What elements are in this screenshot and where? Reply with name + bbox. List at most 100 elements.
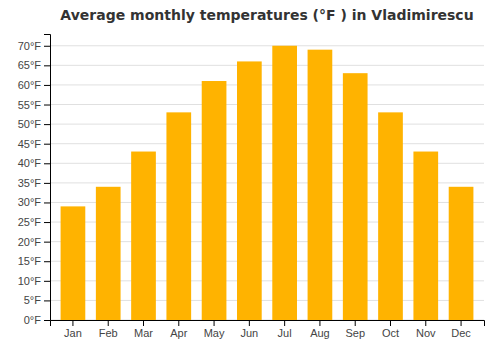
grid-line (50, 143, 484, 144)
tick-label: Apr (170, 327, 187, 339)
x-tick: Nov (416, 320, 436, 339)
y-tick: 0°F (24, 314, 50, 326)
x-tick: Apr (170, 320, 187, 339)
tick-mark (355, 320, 356, 326)
y-tick: 50°F (18, 118, 50, 130)
tick-mark (44, 163, 50, 164)
bar (272, 46, 297, 320)
tick-label: 70°F (18, 40, 42, 52)
bar (166, 112, 191, 320)
x-tick: Sep (345, 320, 365, 339)
tick-mark (44, 144, 50, 145)
tick-mark (214, 320, 215, 326)
tick-mark (178, 320, 179, 326)
tick-label: May (204, 327, 225, 339)
tick-mark (44, 124, 50, 125)
x-tick: May (204, 320, 225, 339)
bar (343, 73, 368, 320)
tick-mark (44, 183, 50, 184)
bar (308, 50, 333, 320)
tick-mark (44, 242, 50, 243)
grid-line (50, 124, 484, 125)
grid-line (50, 45, 484, 46)
tick-mark (44, 46, 50, 47)
tick-mark (44, 320, 50, 321)
tick-label: Sep (345, 327, 365, 339)
tick-mark (108, 320, 109, 326)
bar (413, 152, 438, 320)
x-tick: Dec (451, 320, 471, 339)
tick-label: Dec (451, 327, 471, 339)
y-tick: 20°F (18, 236, 50, 248)
bar (237, 61, 262, 320)
tick-mark (249, 320, 250, 326)
y-tick: 10°F (18, 275, 50, 287)
grid-line (50, 65, 484, 66)
y-tick: 65°F (18, 59, 50, 71)
tick-label: Oct (382, 327, 399, 339)
tick-label: 30°F (18, 196, 42, 208)
tick-label: 0°F (24, 314, 42, 326)
tick-mark (44, 300, 50, 301)
tick-mark (72, 320, 73, 326)
x-tick: Jul (278, 320, 292, 339)
tick-label: 10°F (18, 275, 42, 287)
tick-mark (461, 320, 462, 326)
y-tick: 45°F (18, 138, 50, 150)
y-tick: 35°F (18, 177, 50, 189)
bar (96, 187, 121, 320)
tick-label: Nov (416, 327, 436, 339)
tick-label: Jul (278, 327, 292, 339)
tick-mark (44, 202, 50, 203)
axis-line (44, 35, 51, 321)
x-tick: Jun (240, 320, 258, 339)
y-tick: 30°F (18, 196, 50, 208)
tick-mark (390, 320, 391, 326)
y-axis: 0°F5°F10°F15°F20°F25°F30°F35°F40°F45°F50… (18, 35, 51, 327)
bar (449, 187, 474, 320)
plot-area (61, 46, 474, 320)
grid (50, 46, 484, 320)
tick-mark (44, 222, 50, 223)
bar (378, 112, 403, 320)
tick-label: 25°F (18, 216, 42, 228)
tick-label: 15°F (18, 255, 42, 267)
bar (202, 81, 227, 320)
tick-label: 45°F (18, 138, 42, 150)
chart-svg: Jan Feb Mar Apr May Jun Jul Aug Sep Oct Nov Dec 0°F 5… (0, 0, 500, 350)
y-tick: 70°F (18, 40, 50, 52)
x-tick: Oct (382, 320, 399, 339)
tick-label: 65°F (18, 59, 42, 71)
y-tick: 40°F (18, 157, 50, 169)
x-tick: Aug (310, 320, 330, 339)
tick-label: Jun (240, 327, 258, 339)
title: Average monthly temperatures (°F ) in Vl… (60, 7, 473, 23)
tick-mark (44, 105, 50, 106)
y-tick: 25°F (18, 216, 50, 228)
tick-mark (143, 320, 144, 326)
tick-label: 20°F (18, 236, 42, 248)
tick-mark (44, 65, 50, 66)
x-tick: Mar (134, 320, 153, 339)
tick-label: 40°F (18, 157, 42, 169)
tick-label: 35°F (18, 177, 42, 189)
x-tick: Jan (64, 320, 82, 339)
tick-label: 55°F (18, 99, 42, 111)
x-axis: Jan Feb Mar Apr May Jun Jul Aug Sep Oct Nov Dec (51, 320, 485, 339)
grid-line (50, 104, 484, 105)
tick-label: Jan (64, 327, 82, 339)
tick-label: Feb (99, 327, 118, 339)
tick-mark (425, 320, 426, 326)
bar (131, 152, 156, 320)
tick-mark (319, 320, 320, 326)
tick-mark (284, 320, 285, 326)
chart-container: Jan Feb Mar Apr May Jun Jul Aug Sep Oct Nov Dec 0°F 5… (0, 0, 500, 350)
y-tick: 60°F (18, 79, 50, 91)
bar (61, 206, 86, 320)
axis-line (51, 321, 485, 327)
grid-line (50, 84, 484, 85)
tick-label: 60°F (18, 79, 42, 91)
y-tick: 15°F (18, 255, 50, 267)
tick-label: 50°F (18, 118, 42, 130)
tick-label: Aug (310, 327, 330, 339)
